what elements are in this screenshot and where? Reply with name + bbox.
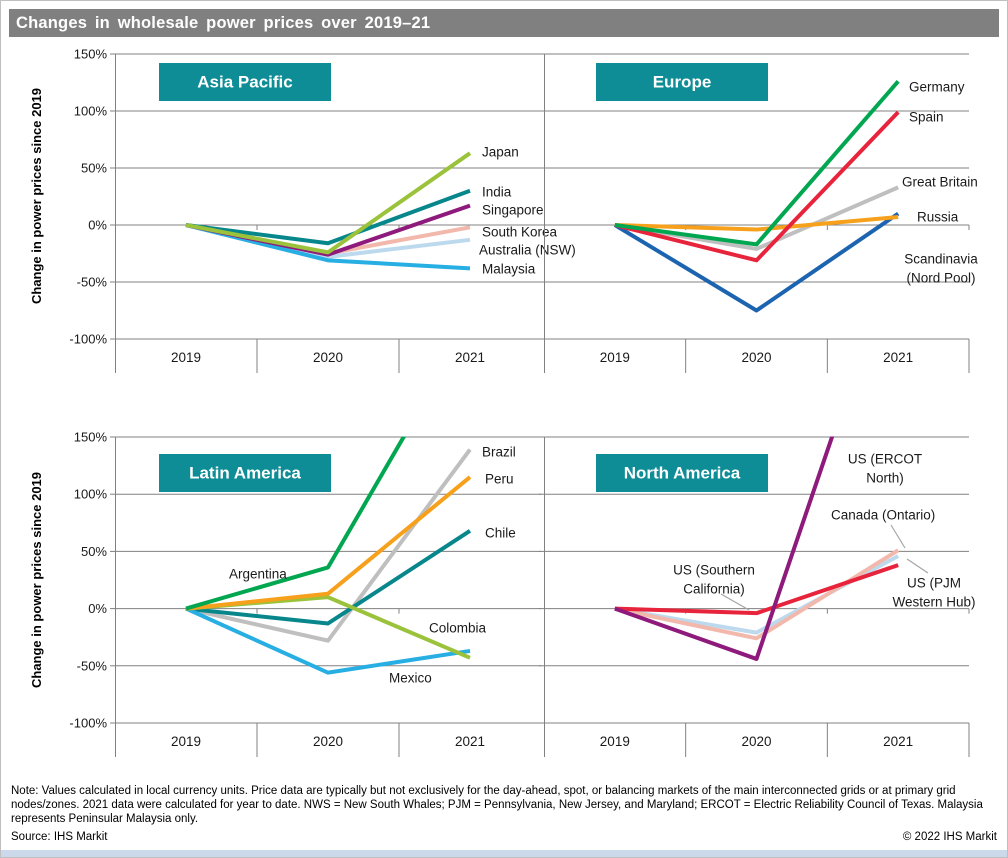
panel-europe: 2019 2020 2021 Europe Scandinavia (Nord Pool)…	[539, 53, 978, 373]
y-tick-label: 150%	[74, 47, 108, 62]
series-label-brazil: Brazil	[482, 445, 516, 460]
series-line-great-britain	[614, 185, 899, 251]
y-tick-label: 50%	[81, 161, 107, 176]
series-label-malaysia: Malaysia	[482, 262, 536, 277]
y-tick-label: 0%	[88, 218, 107, 233]
panel-latin-america: 2019 2020 2021 150% 100% 50% 0% -50% -100% Change…	[29, 430, 541, 757]
panel-asia-pacific: 2019 2020 2021 150% 100% 50% 0% -50% -100% Change…	[29, 47, 576, 373]
x-tick-label: 2021	[883, 350, 913, 365]
y-tick-label: 0%	[88, 601, 107, 616]
series-line-india	[185, 188, 471, 246]
series-line-brazil	[185, 448, 472, 643]
panel-north-america: 2019 2020 2021 North America US (PJM Western …	[539, 436, 976, 757]
series-line-spain	[614, 110, 900, 263]
region-title: Europe	[653, 73, 712, 92]
series-line-mexico	[185, 606, 471, 675]
bottom-accent-strip	[1, 850, 1007, 857]
series-label-chile: Chile	[485, 526, 516, 541]
label-leader-line	[906, 558, 929, 574]
series-line-argentina	[185, 436, 407, 611]
x-tick-label: 2021	[883, 734, 913, 749]
series-label-spain: Spain	[909, 110, 944, 125]
series-label-us-southern-california: California)	[683, 582, 745, 597]
series-label-australia-nsw: Australia (NSW)	[479, 243, 576, 258]
y-tick-label: 150%	[74, 430, 108, 445]
series-label-us-pjm-western-hub: US (PJM	[907, 576, 961, 591]
series-line-us-southern-california	[614, 563, 899, 616]
series-label-japan: Japan	[482, 145, 519, 160]
series-line-us-ercot-north	[614, 436, 835, 661]
y-axis-title: Change in power prices since 2019	[29, 88, 44, 304]
series-label-india: India	[482, 185, 512, 200]
series-label-south-korea: South Korea	[482, 225, 558, 240]
y-tick-label: -100%	[69, 716, 107, 731]
y-tick-label: 100%	[74, 104, 108, 119]
y-tick-label: 100%	[74, 487, 108, 502]
series-label-great-britain: Great Britain	[902, 175, 978, 190]
series-label-us-pjm-western-hub: Western Hub)	[892, 595, 975, 610]
x-tick-label: 2020	[313, 350, 343, 365]
region-title-box	[159, 454, 331, 492]
series-label-us-ercot-north: North)	[866, 471, 904, 486]
region-title: North America	[624, 464, 741, 483]
x-tick-label: 2019	[171, 350, 201, 365]
footer-note: Note: Values calculated in local currenc…	[11, 785, 983, 825]
series-label-us-southern-california: US (Southern	[673, 563, 755, 578]
series-label-argentina: Argentina	[229, 567, 287, 582]
region-title-box	[596, 454, 768, 492]
region-title-box	[159, 63, 331, 101]
x-tick-label: 2020	[741, 734, 771, 749]
series-label-mexico: Mexico	[389, 671, 432, 686]
y-tick-label: -100%	[69, 332, 107, 347]
series-label-canada-ontario: Canada (Ontario)	[831, 508, 935, 523]
series-line-germany	[614, 80, 900, 247]
series-line-chile	[185, 529, 472, 626]
region-title: Latin America	[189, 464, 301, 483]
footer-copyright: © 2022 IHS Markit	[902, 831, 997, 843]
x-tick-label: 2019	[600, 350, 630, 365]
region-title-box	[596, 63, 768, 101]
series-line-us-pjm-western-hub	[614, 554, 900, 635]
series-label-peru: Peru	[485, 472, 514, 487]
series-label-germany: Germany	[909, 80, 965, 95]
series-label-colombia: Colombia	[429, 621, 487, 636]
label-leader-line	[890, 524, 906, 549]
series-line-japan	[185, 151, 472, 255]
footer-source: Source: IHS Markit	[11, 831, 108, 843]
series-label-scandinavia-nord-pool: Scandinavia	[904, 252, 978, 267]
series-label-russia: Russia	[917, 210, 959, 225]
y-tick-label: -50%	[77, 658, 108, 673]
series-label-scandinavia-nord-pool: (Nord Pool)	[906, 271, 975, 286]
x-tick-label: 2020	[741, 350, 771, 365]
y-axis-title: Change in power prices since 2019	[29, 472, 44, 688]
region-title: Asia Pacific	[197, 73, 292, 92]
series-label-singapore: Singapore	[482, 203, 544, 218]
x-tick-label: 2020	[313, 734, 343, 749]
y-tick-label: 50%	[81, 544, 107, 559]
x-tick-label: 2019	[600, 734, 630, 749]
label-leader-line	[720, 593, 750, 611]
x-tick-label: 2021	[455, 350, 485, 365]
series-line-scandinavia-nord-pool	[613, 211, 900, 313]
series-line-russia	[614, 215, 899, 232]
y-tick-label: -50%	[77, 275, 108, 290]
series-label-us-ercot-north: US (ERCOT	[848, 452, 922, 467]
x-tick-label: 2021	[455, 734, 485, 749]
series-line-peru	[185, 475, 472, 611]
page-title: Changes in wholesale power prices over 2…	[9, 9, 999, 37]
x-tick-label: 2019	[171, 734, 201, 749]
